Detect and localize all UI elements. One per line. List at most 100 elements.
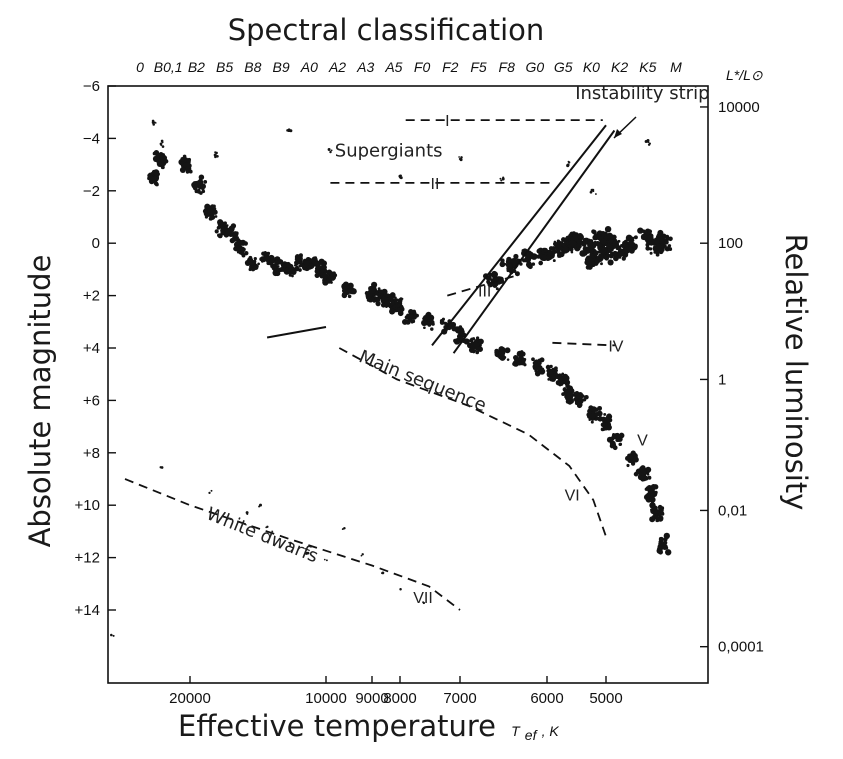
- star-point: [463, 338, 470, 345]
- spectral-class-label: F0: [414, 59, 431, 75]
- star-point: [661, 541, 667, 546]
- star-point: [249, 265, 252, 269]
- star-point: [551, 367, 556, 372]
- star-scatter: [110, 119, 673, 637]
- luminosity-class-label: I: [445, 113, 449, 130]
- star-point: [600, 422, 606, 428]
- line-class-VII: [124, 478, 461, 611]
- star-point: [478, 338, 484, 345]
- star-point: [597, 232, 601, 236]
- star-point: [152, 123, 155, 126]
- star-point: [151, 176, 158, 183]
- star-point: [203, 209, 208, 214]
- star-point: [160, 144, 163, 147]
- star-point: [308, 263, 315, 270]
- star-point: [627, 237, 631, 241]
- star-point: [531, 262, 536, 266]
- star-point: [617, 246, 621, 250]
- star-point: [365, 294, 372, 301]
- star-point: [214, 151, 217, 154]
- spectral-class-labels: 0 B0,1 B2 B5 B8 B9 A0 A2 A3 A5 F0 F2 F5 F8 G0 G5 K0 K2 K5 M: [136, 59, 682, 75]
- star-point: [376, 297, 380, 301]
- star-point: [534, 369, 538, 373]
- star-point: [568, 239, 576, 247]
- star-point: [618, 255, 622, 259]
- temperature-tick-label: 20000: [169, 690, 211, 707]
- star-point: [274, 272, 278, 276]
- star-point: [566, 164, 569, 167]
- star-point: [369, 288, 376, 294]
- temperature-tick-label: 5000: [589, 690, 622, 707]
- star-point: [598, 253, 603, 258]
- star-point: [560, 376, 564, 379]
- spectral-class-label: G5: [554, 59, 573, 75]
- luminosity-axis: 10000 100 1 0,01 0,0001: [700, 99, 764, 656]
- star-point: [495, 287, 499, 291]
- star-point: [319, 265, 325, 270]
- star-point: [555, 369, 558, 372]
- star-point: [390, 300, 396, 306]
- spectral-class-label: M: [670, 59, 682, 75]
- star-point: [531, 357, 535, 362]
- star-point: [197, 179, 204, 186]
- star-point: [409, 314, 414, 319]
- star-point: [360, 554, 363, 557]
- star-point: [330, 276, 335, 281]
- star-point: [502, 177, 505, 180]
- star-point: [566, 391, 573, 399]
- star-point: [539, 357, 545, 363]
- star-point: [287, 268, 294, 275]
- star-point: [525, 261, 533, 268]
- star-point: [615, 437, 620, 443]
- spectral-class-label: 0: [136, 59, 144, 75]
- magnitude-tick-label: +6: [83, 392, 100, 409]
- star-point: [291, 274, 294, 278]
- star-point: [653, 250, 657, 254]
- star-point: [513, 253, 519, 260]
- star-point: [519, 262, 523, 266]
- star-point: [661, 244, 665, 248]
- star-point: [405, 319, 411, 325]
- star-point: [603, 235, 608, 240]
- star-point: [394, 296, 397, 300]
- star-point: [325, 559, 328, 562]
- star-point: [538, 260, 544, 266]
- star-point: [622, 245, 625, 249]
- star-point: [500, 353, 505, 358]
- star-point: [294, 254, 301, 260]
- star-point: [160, 165, 165, 170]
- star-point: [329, 150, 332, 153]
- star-point: [553, 372, 559, 378]
- star-point: [329, 271, 335, 277]
- line-instability-edge-2: [452, 129, 616, 354]
- star-point: [665, 549, 672, 556]
- star-point: [506, 358, 510, 361]
- magnitude-tick-label: +4: [83, 340, 100, 357]
- star-point: [644, 487, 648, 491]
- star-point: [460, 156, 463, 159]
- star-point: [664, 246, 670, 252]
- star-point: [612, 240, 619, 247]
- star-point: [155, 157, 161, 163]
- star-point: [389, 308, 396, 315]
- star-point: [648, 247, 653, 251]
- star-point: [655, 243, 662, 251]
- star-point: [657, 229, 664, 236]
- star-point: [547, 378, 551, 381]
- x-axis-unit-suffix: , K: [542, 723, 560, 739]
- star-point: [594, 261, 599, 266]
- x-axis-unit-subscript: ef: [525, 727, 539, 743]
- star-point: [581, 241, 587, 247]
- star-point: [569, 235, 573, 239]
- star-point: [557, 240, 561, 244]
- spectral-class-label: F8: [499, 59, 516, 75]
- star-point: [294, 266, 300, 272]
- star-point: [241, 253, 246, 258]
- x-axis-title: Effective temperature: [178, 709, 496, 743]
- star-point: [603, 254, 608, 259]
- star-point: [384, 297, 389, 302]
- star-point: [645, 492, 652, 498]
- star-point: [427, 321, 432, 325]
- star-point: [657, 504, 663, 510]
- star-point: [553, 241, 558, 246]
